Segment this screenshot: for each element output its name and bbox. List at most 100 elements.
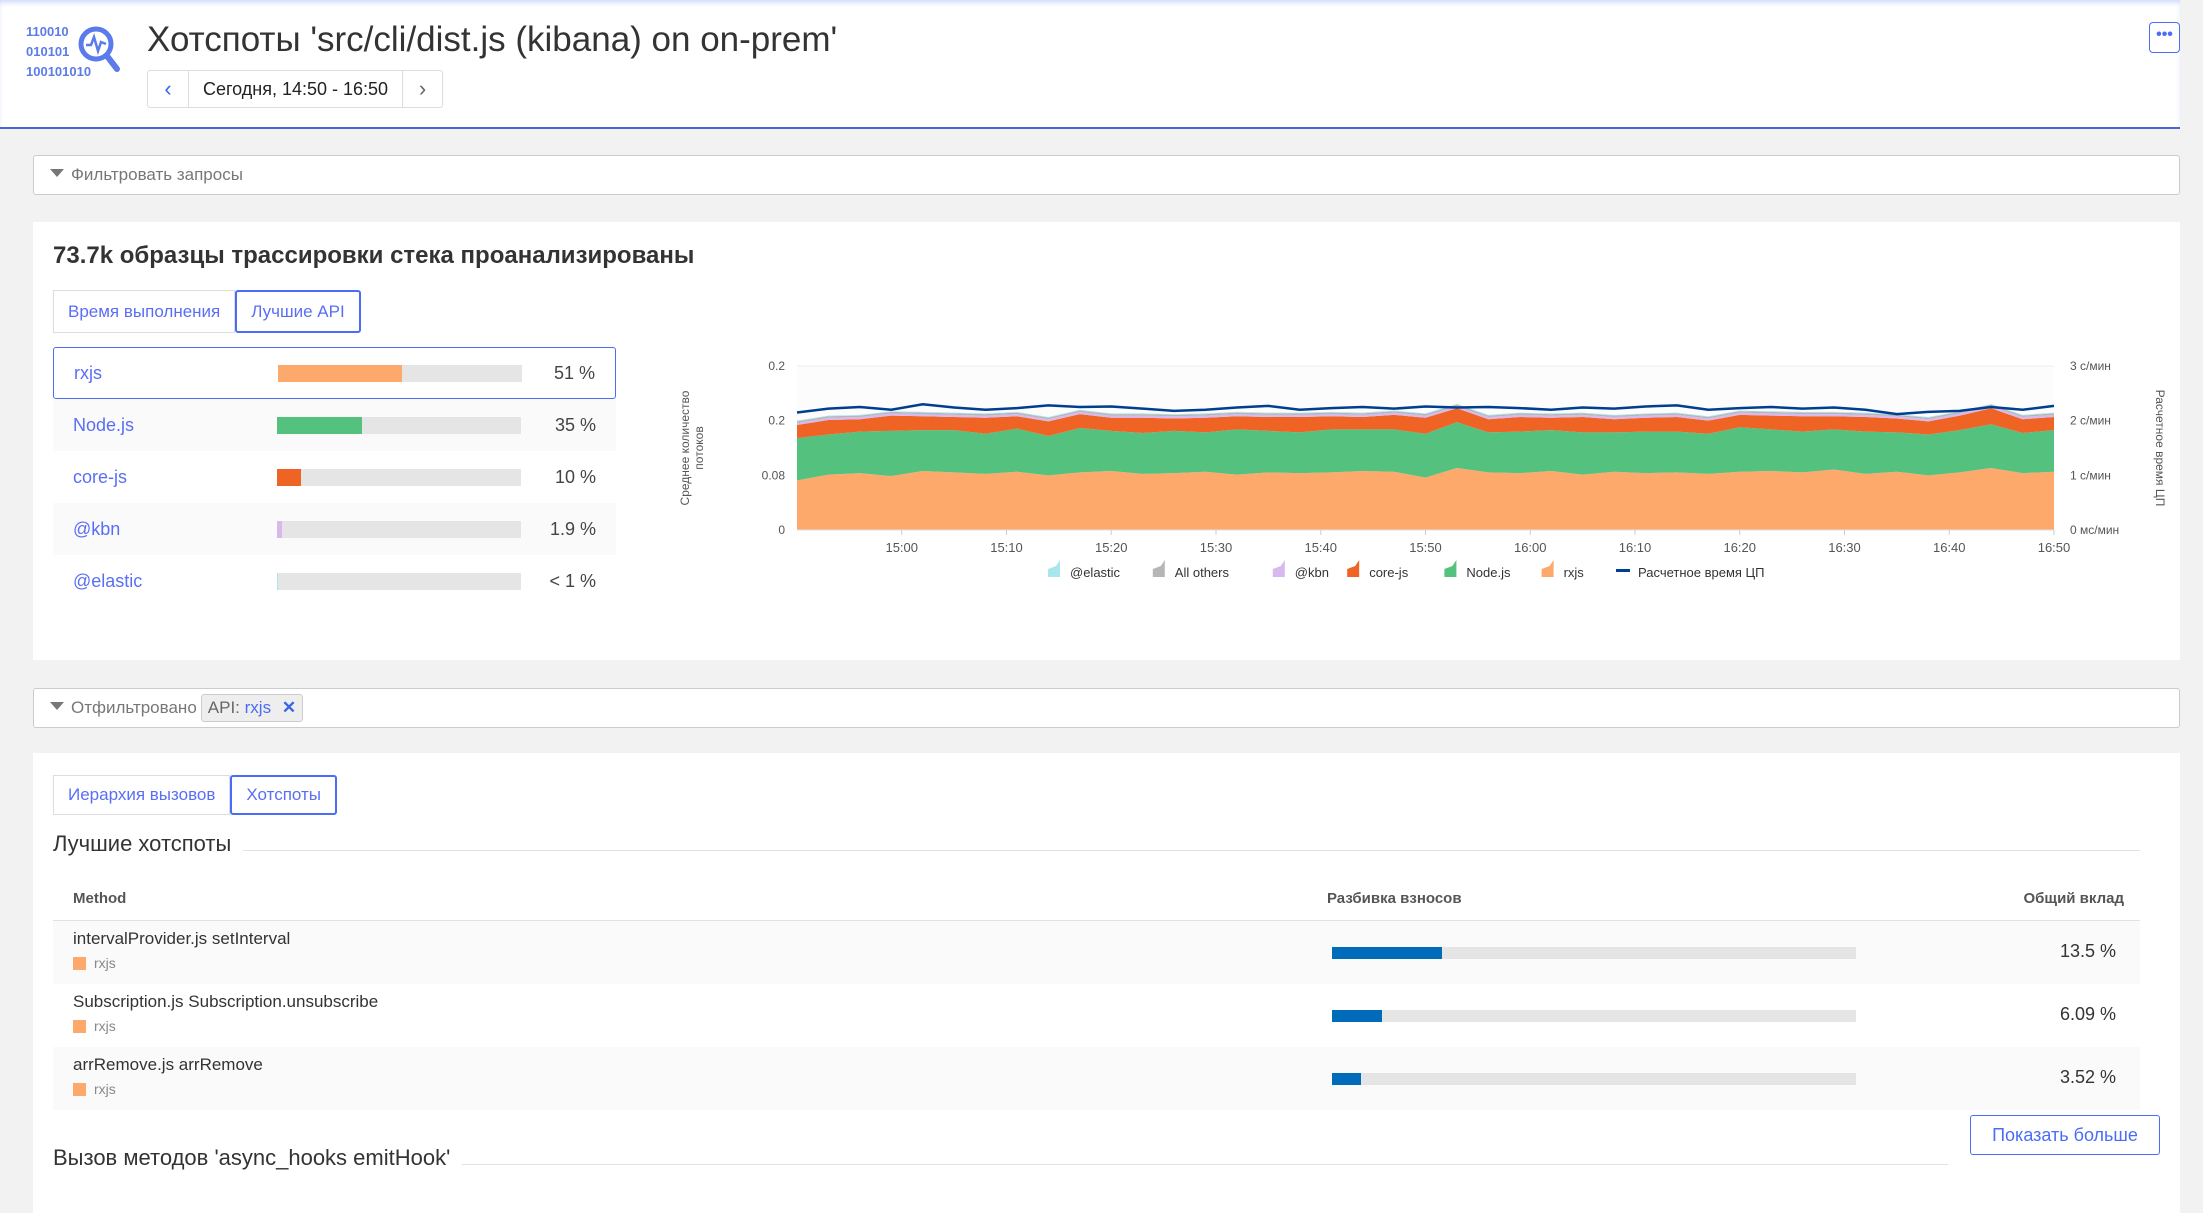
y2-tick-label: 2 с/мин — [2070, 414, 2111, 428]
tab-top-apis[interactable]: Лучшие API — [235, 290, 361, 333]
total-contribution: 13.5 % — [2059, 941, 2116, 961]
area-series--kbn — [797, 406, 2054, 426]
y2-axis-title: Расчетное время ЦП — [2153, 390, 2167, 507]
scrollbar-track[interactable] — [2180, 0, 2203, 1191]
show-more-button[interactable]: Показать больше — [1970, 1115, 2160, 1155]
x-tick-label: 16:40 — [1933, 540, 1966, 555]
api-share-fill — [278, 364, 403, 382]
legend-label: @kbn — [1295, 565, 1329, 580]
api-percent: < 1 % — [549, 570, 596, 591]
remove-filter-icon[interactable]: ✕ — [281, 698, 297, 717]
legend-label: Расчетное время ЦП — [1638, 565, 1765, 580]
svg-text:010101: 010101 — [26, 44, 69, 59]
api-share-fill — [277, 520, 282, 538]
legend-area-swatch — [1444, 560, 1457, 577]
profiler-logo-icon: 110010 010101 100101010 — [26, 24, 120, 79]
api-tag-label: rxjs — [94, 1081, 116, 1097]
active-filter-bar: Отфильтровано API: rxjs ✕ — [33, 688, 2180, 728]
tab-hotspots[interactable]: Хотспоты — [230, 775, 338, 815]
area-series-rxjs — [797, 468, 2054, 530]
page-header: 110010 010101 100101010 Хотспоты 'src/cl… — [0, 0, 2180, 129]
y-tick-label: 0 — [778, 523, 785, 537]
table-body: intervalProvider.js setInterval rxjs 13.… — [53, 921, 2140, 1110]
api-tag-label: rxjs — [94, 955, 116, 971]
api-list: rxjs 51 % Node.js 35 % core-js 10 % @kbn 1.… — [53, 347, 616, 607]
api-name[interactable]: core-js — [73, 466, 128, 487]
time-range-label[interactable]: Сегодня, 14:50 - 16:50 — [188, 71, 402, 107]
chevron-left-icon: ‹ — [164, 76, 172, 101]
y-tick-label: 0.2 — [768, 359, 785, 373]
api-row[interactable]: @elastic < 1 % — [53, 555, 616, 607]
api-share-bar — [277, 468, 521, 486]
legend-area-swatch — [1347, 560, 1360, 577]
filter-chip-key: API: — [207, 698, 240, 717]
legend-area-swatch — [1048, 560, 1060, 577]
tab-call-hierarchy[interactable]: Иерархия вызовов — [53, 775, 231, 815]
contribution-bar — [1332, 947, 1856, 959]
hotspots-panel: Иерархия вызовов Хотспоты Лучшие хотспот… — [33, 753, 2180, 1213]
hotspots-tabs: Иерархия вызовов Хотспоты — [53, 775, 338, 815]
method-name[interactable]: Subscription.js Subscription.unsubscribe — [73, 992, 379, 1011]
api-percent: 10 % — [554, 466, 596, 487]
table-header: Method Разбивка взносов Общий вклад — [53, 878, 2140, 921]
legend-label: @elastic — [1070, 565, 1121, 580]
legend-area-swatch — [1272, 560, 1285, 577]
method-name[interactable]: intervalProvider.js setInterval — [73, 929, 291, 948]
query-filter-input[interactable]: Фильтровать запросы — [33, 155, 2180, 195]
table-row[interactable]: intervalProvider.js setInterval rxjs 13.… — [53, 921, 2140, 984]
x-tick-label: 15:00 — [885, 540, 918, 555]
x-tick-label: 16:10 — [1619, 540, 1652, 555]
x-tick-label: 15:30 — [1200, 540, 1233, 555]
api-row[interactable]: core-js 10 % — [53, 451, 616, 503]
api-share-bar — [277, 520, 521, 538]
filter-chip-value: rxjs — [244, 698, 272, 717]
svg-text:110010: 110010 — [26, 24, 69, 39]
section-title: Вызов методов 'async_hooks emitHook' — [53, 1145, 451, 1170]
filter-chip: API: rxjs ✕ — [200, 694, 304, 722]
y2-tick-label: 3 с/мин — [2070, 359, 2111, 373]
api-tag-label: rxjs — [94, 1018, 116, 1034]
api-share-fill — [277, 468, 302, 486]
x-tick-label: 16:20 — [1723, 540, 1756, 555]
ellipsis-icon: ••• — [2156, 26, 2173, 43]
api-row[interactable]: rxjs 51 % — [53, 347, 616, 399]
api-share-bar — [277, 416, 521, 434]
table-row[interactable]: Subscription.js Subscription.unsubscribe… — [53, 984, 2140, 1047]
time-range-navigator: ‹ Сегодня, 14:50 - 16:50 › — [147, 70, 443, 108]
api-tag: rxjs — [73, 955, 116, 971]
column-method: Method — [73, 890, 127, 907]
api-row[interactable]: Node.js 35 % — [53, 399, 616, 451]
api-row[interactable]: @kbn 1.9 % — [53, 503, 616, 555]
api-name[interactable]: Node.js — [73, 414, 135, 435]
method-name[interactable]: arrRemove.js arrRemove — [73, 1055, 263, 1074]
next-range-button[interactable]: › — [402, 71, 442, 107]
api-name[interactable]: @elastic — [73, 570, 143, 591]
api-color-swatch — [73, 956, 86, 970]
x-tick-label: 15:40 — [1304, 540, 1337, 555]
y-tick-label: 0.2 — [768, 414, 785, 428]
x-tick-label: 15:50 — [1409, 540, 1442, 555]
cpu-time-line — [796, 403, 2055, 416]
x-tick-label: 15:20 — [1095, 540, 1128, 555]
contribution-bar — [1332, 1073, 1856, 1085]
api-percent: 1.9 % — [549, 518, 596, 539]
api-color-swatch — [73, 1082, 86, 1096]
total-contribution: 3.52 % — [2059, 1067, 2116, 1087]
api-percent: 51 % — [553, 362, 595, 383]
chevron-right-icon: › — [418, 76, 427, 101]
area-series-all-others — [797, 404, 2054, 423]
api-name[interactable]: @kbn — [73, 518, 121, 539]
api-share-fill — [277, 572, 278, 590]
legend-area-swatch — [1152, 560, 1165, 577]
more-options-button[interactable]: ••• — [2149, 22, 2180, 53]
api-share-bar — [277, 572, 521, 590]
divider — [243, 849, 2140, 851]
table-row[interactable]: arrRemove.js arrRemove rxjs 3.52 % — [53, 1047, 2140, 1110]
filter-icon — [50, 702, 64, 710]
api-name[interactable]: rxjs — [74, 362, 102, 383]
y-axis-title: Среднее количествопотоков — [678, 390, 706, 505]
previous-range-button[interactable]: ‹ — [148, 71, 188, 107]
tab-execution-time[interactable]: Время выполнения — [53, 290, 236, 333]
method-calls-heading: Вызов методов 'async_hooks emitHook' — [53, 1145, 1948, 1171]
hotspots-table: Method Разбивка взносов Общий вклад inte… — [53, 878, 2140, 1110]
